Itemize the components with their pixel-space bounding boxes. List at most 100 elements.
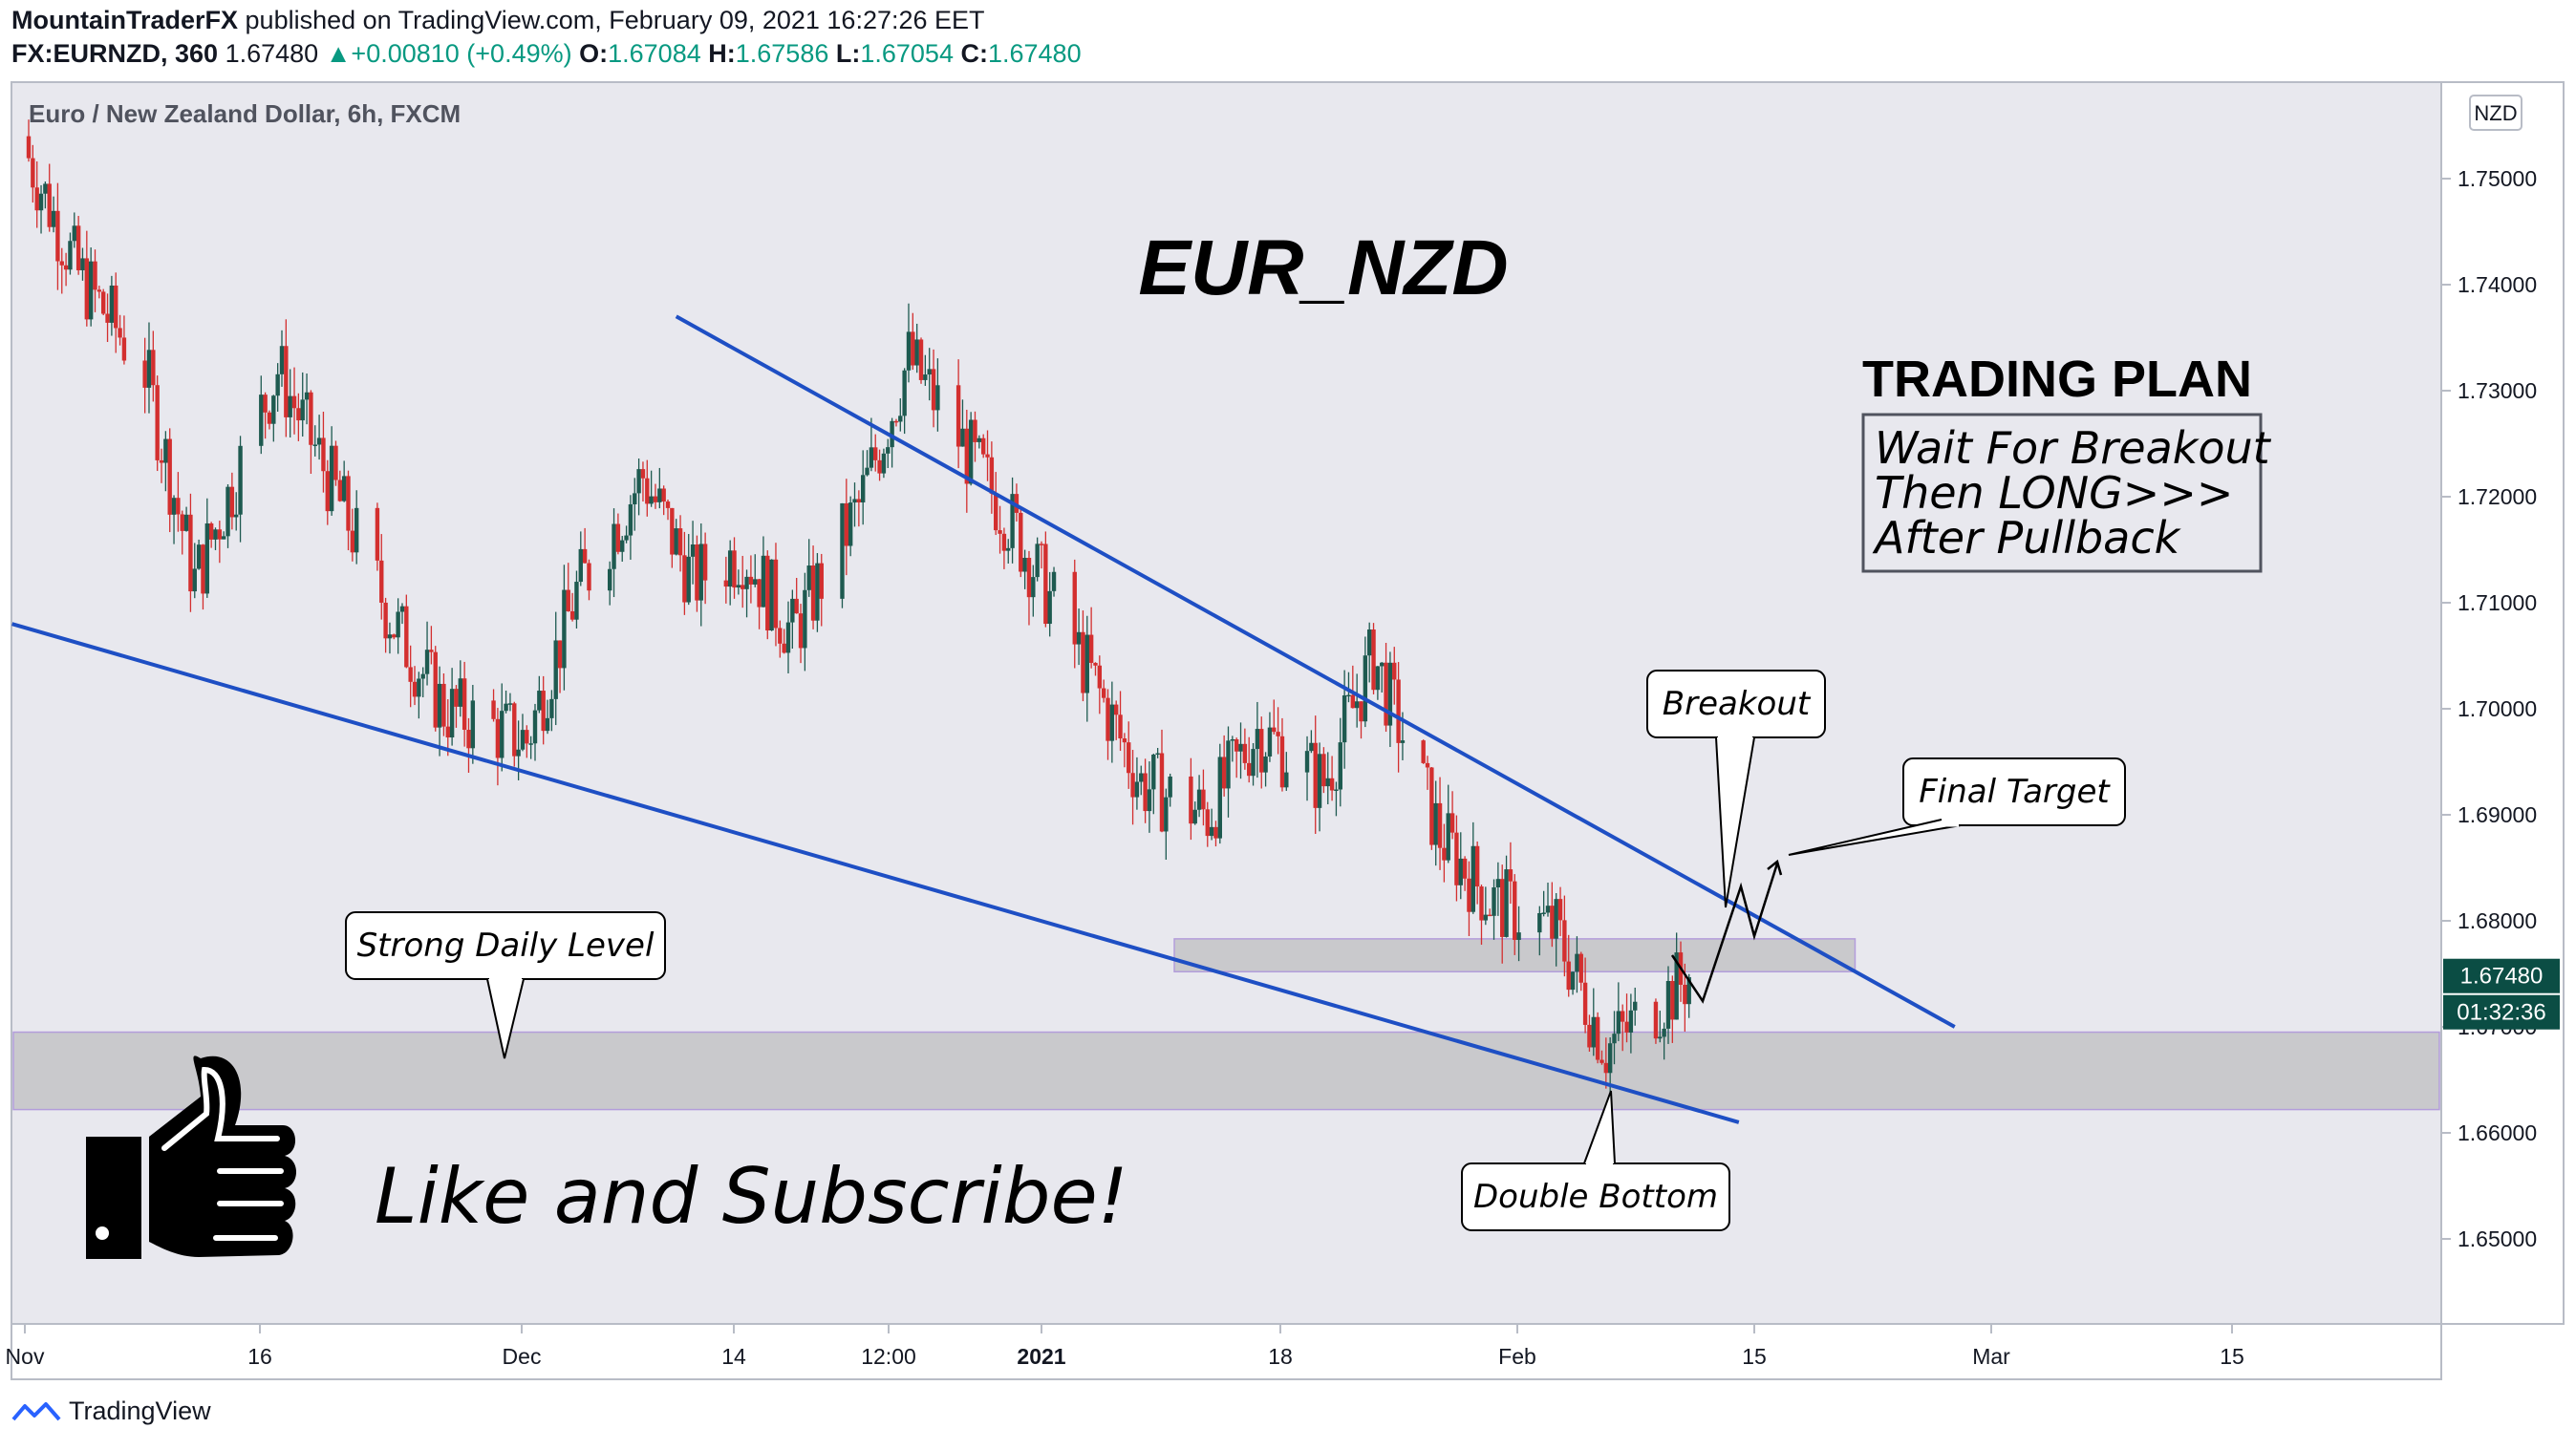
candle-body: [59, 261, 64, 266]
candle-body: [275, 373, 280, 396]
candle-body: [470, 700, 476, 749]
candle-body: [1084, 634, 1089, 693]
candle-body: [437, 683, 442, 728]
candle-body: [1380, 662, 1385, 667]
candle-body: [765, 555, 770, 631]
chart-title: EUR_NZD: [1138, 224, 1508, 311]
candle-body: [674, 528, 678, 555]
candle-body: [1686, 977, 1691, 1005]
candle-body: [163, 438, 168, 463]
candle-body: [569, 610, 575, 620]
candle-body: [441, 683, 446, 727]
candle-body: [1201, 789, 1206, 810]
candle-body: [686, 556, 691, 603]
candle-body: [1541, 912, 1546, 914]
candle-body: [1072, 571, 1077, 645]
candle-body: [955, 385, 961, 447]
candle-body: [1031, 577, 1036, 598]
candle-body: [329, 445, 334, 512]
currency-badge: NZD: [2474, 101, 2517, 125]
candle-body: [1155, 753, 1160, 756]
tradingview-logo-icon: [11, 1401, 61, 1420]
price-axis[interactable]: [2440, 81, 2565, 1325]
candle-body: [757, 579, 762, 608]
author-name[interactable]: MountainTraderFX: [11, 6, 239, 34]
candle-body: [1205, 809, 1210, 837]
candle-body: [279, 346, 285, 374]
candle-body: [1437, 802, 1443, 848]
candle-body: [1255, 729, 1260, 750]
candle-body: [1537, 912, 1542, 933]
countdown-label: 01:32:36: [2457, 1000, 2545, 1026]
candle-body: [1346, 694, 1351, 697]
candle-body: [408, 667, 413, 682]
candle-body: [773, 559, 779, 629]
candle-body: [383, 602, 388, 639]
candle-body: [300, 399, 305, 421]
candle-body: [898, 416, 903, 422]
candle-body: [520, 730, 526, 750]
candle-body: [1570, 971, 1576, 991]
candle-body: [748, 576, 754, 585]
candle-body: [192, 568, 197, 592]
candle-body: [263, 394, 268, 413]
candle-body: [964, 428, 970, 484]
candle-body: [1479, 886, 1484, 921]
candle-body: [201, 544, 205, 594]
candle-body: [1595, 1016, 1600, 1060]
candle-body: [785, 622, 791, 653]
candle-body: [1230, 738, 1235, 741]
candle-body: [1545, 906, 1551, 913]
candle-body: [350, 530, 355, 553]
final-target-callout[interactable]: Final Target: [1788, 757, 2126, 856]
time-tick-label: Mar: [1972, 1344, 2010, 1369]
candle-body: [1139, 773, 1144, 782]
candle-body: [612, 523, 616, 569]
candle-body: [75, 225, 81, 270]
candle-body: [97, 289, 102, 292]
last-value: 1.67480: [225, 39, 319, 68]
candle-body: [1006, 547, 1011, 551]
candle-body: [1022, 557, 1027, 572]
change-up-icon: ▲: [325, 39, 352, 68]
footer[interactable]: TradingView: [11, 1397, 211, 1426]
time-axis[interactable]: [11, 1323, 2442, 1380]
candle-body: [387, 634, 393, 639]
candle-body: [973, 419, 977, 442]
candle-body: [873, 447, 878, 460]
candle-body: [449, 689, 455, 738]
candle-body: [1557, 899, 1563, 921]
candle-body: [1513, 881, 1517, 940]
double-bottom-callout[interactable]: Double Bottom: [1461, 1090, 1730, 1231]
candle-body: [1051, 571, 1057, 591]
currency-badge-box[interactable]: [2469, 95, 2522, 131]
price-tick-label: 1.75000: [2458, 166, 2537, 191]
publish-header: MountainTraderFX published on TradingVie…: [11, 6, 985, 35]
candle-body: [1653, 1001, 1659, 1039]
ohlc-header: FX:EURNZD, 360 1.67480 ▲+0.00810 (+0.49%…: [11, 39, 1082, 69]
candle-body: [1578, 953, 1583, 983]
candle-body: [844, 502, 849, 546]
candle-body: [1342, 694, 1347, 743]
candle-body: [1425, 762, 1430, 768]
price-tick-label: 1.71000: [2458, 590, 2537, 615]
candle-body: [267, 412, 272, 424]
candle-body: [636, 469, 641, 494]
candle-body: [881, 453, 887, 474]
candle-body: [316, 437, 322, 445]
candle-body: [1550, 906, 1555, 939]
candle-body: [1670, 980, 1675, 1020]
candle-body: [574, 582, 579, 620]
candle-body: [399, 606, 405, 612]
strong-level-callout[interactable]: Strong Daily Level: [345, 911, 666, 1059]
price-tick-label: 1.69000: [2458, 802, 2537, 827]
candle-body: [354, 507, 359, 553]
candle-body: [860, 475, 866, 502]
candle-body: [72, 225, 76, 242]
breakout-callout[interactable]: Breakout: [1646, 670, 1826, 908]
candle-body: [1209, 826, 1214, 837]
plot-area[interactable]: [11, 81, 2442, 1325]
pair-legend[interactable]: Euro / New Zealand Dollar, 6h, FXCM: [29, 99, 461, 128]
candle-body: [562, 589, 567, 669]
